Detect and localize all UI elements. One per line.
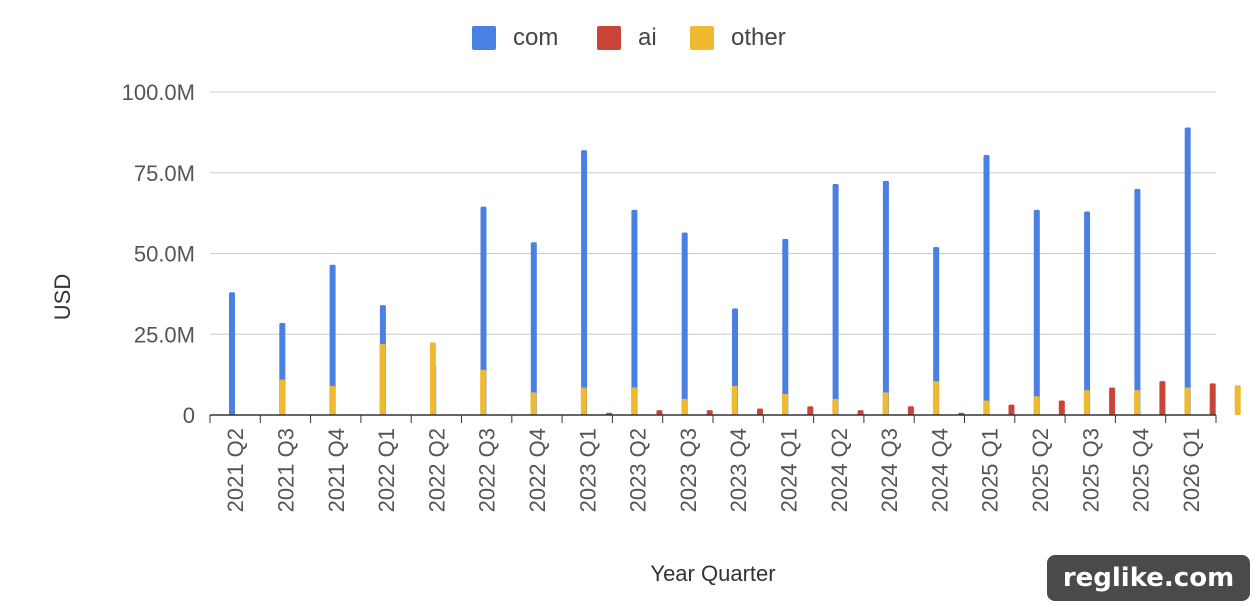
bar-com <box>782 238 789 415</box>
x-tick-label: 2026 Q1 <box>1179 428 1204 512</box>
y-tick-label: 100.0M <box>122 80 195 105</box>
legend-swatch-com <box>472 26 496 50</box>
bar-ai <box>907 406 914 415</box>
bar-ai <box>757 408 763 415</box>
x-tick-label: 2021 Q3 <box>273 428 298 512</box>
x-tick-label: 2022 Q3 <box>475 428 500 512</box>
bar-ai <box>1109 387 1116 415</box>
bar-other <box>1234 385 1241 415</box>
bar-com <box>329 264 336 415</box>
y-tick-label: 0 <box>183 403 195 428</box>
bar-ai <box>1008 404 1015 415</box>
x-tick-label: 2025 Q3 <box>1078 428 1103 512</box>
x-tick-label: 2023 Q1 <box>575 428 600 512</box>
x-tick-label: 2024 Q4 <box>927 428 952 512</box>
bar-com <box>1033 209 1040 415</box>
bar-ai <box>857 410 864 415</box>
bar-ai <box>1209 383 1216 415</box>
bar-com <box>832 184 839 415</box>
bars <box>229 127 1241 416</box>
bar-other <box>731 385 738 415</box>
x-tick-label: 2022 Q2 <box>424 428 449 512</box>
x-axis-title: Year Quarter <box>650 561 775 586</box>
y-axis-title: USD <box>50 274 75 320</box>
x-tick-label: 2024 Q2 <box>827 428 852 512</box>
bar-other <box>932 381 939 415</box>
bar-other <box>580 387 587 415</box>
legend: com ai other <box>472 24 786 51</box>
bar-other <box>782 394 788 415</box>
bar-com <box>480 206 487 415</box>
x-tick-label: 2023 Q2 <box>626 428 651 512</box>
legend-swatch-other <box>690 26 714 50</box>
bar-other <box>1083 390 1090 415</box>
bar-other <box>429 342 436 415</box>
x-tick-label: 2021 Q2 <box>223 428 248 512</box>
bar-com <box>681 232 688 415</box>
bar-other <box>882 392 889 415</box>
y-axis: 0 25.0M 50.0M 75.0M 100.0M <box>122 80 195 428</box>
bar-other <box>681 398 688 415</box>
bar-other <box>832 398 839 415</box>
bar-com <box>983 154 990 416</box>
bar-other <box>480 369 487 415</box>
x-tick-label: 2021 Q4 <box>324 428 349 512</box>
bar-other <box>530 392 537 415</box>
bar-ai <box>1058 400 1065 415</box>
bar-com <box>530 242 537 415</box>
legend-label-ai: ai <box>638 24 657 51</box>
bar-com <box>1084 211 1091 415</box>
x-tick-label: 2024 Q1 <box>776 428 801 512</box>
y-tick-label: 25.0M <box>134 322 195 347</box>
x-tick-label: 2024 Q3 <box>877 428 902 512</box>
bar-ai <box>1159 381 1166 415</box>
y-tick-label: 50.0M <box>134 242 195 267</box>
bar-other <box>279 379 285 415</box>
bar-com <box>631 209 638 415</box>
bar-ai <box>807 406 814 415</box>
bar-other <box>379 343 386 415</box>
y-tick-label: 75.0M <box>134 161 195 186</box>
legend-label-com: com <box>513 24 558 51</box>
bar-other <box>983 400 990 415</box>
bar-ai <box>656 410 663 415</box>
bar-other <box>1033 396 1040 415</box>
bar-other <box>329 385 336 415</box>
bar-other <box>1134 390 1141 415</box>
bar-com <box>1134 188 1141 415</box>
bar-com <box>229 292 235 415</box>
legend-swatch-ai <box>597 26 621 50</box>
bar-com <box>1184 127 1191 415</box>
x-tick-label: 2022 Q4 <box>525 428 550 512</box>
x-tick-label: 2023 Q4 <box>726 428 751 512</box>
bar-com <box>882 180 889 415</box>
bar-other <box>1184 387 1191 415</box>
bar-other <box>631 387 638 415</box>
x-tick-label: 2022 Q1 <box>374 428 399 512</box>
x-tick-label: 2023 Q3 <box>676 428 701 512</box>
gridlines <box>210 91 1216 335</box>
x-axis: 2021 Q2 2021 Q3 2021 Q4 2022 Q1 2022 Q2 2022 … <box>209 414 1217 512</box>
bar-com <box>933 247 940 415</box>
x-tick-label: 2025 Q1 <box>978 428 1003 512</box>
x-tick-label: 2025 Q2 <box>1028 428 1053 512</box>
x-tick-label: 2025 Q4 <box>1129 428 1154 512</box>
bar-ai <box>706 410 713 415</box>
legend-label-other: other <box>731 24 786 51</box>
watermark-badge: reglike.com <box>1047 555 1250 601</box>
bar-com <box>581 150 588 415</box>
